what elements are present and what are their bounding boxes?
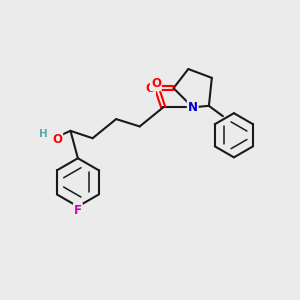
Text: H: H bbox=[39, 129, 48, 139]
Text: O: O bbox=[151, 77, 161, 90]
Text: O: O bbox=[52, 133, 62, 146]
Text: N: N bbox=[188, 101, 198, 114]
Text: F: F bbox=[74, 204, 82, 217]
Text: O: O bbox=[145, 82, 155, 95]
